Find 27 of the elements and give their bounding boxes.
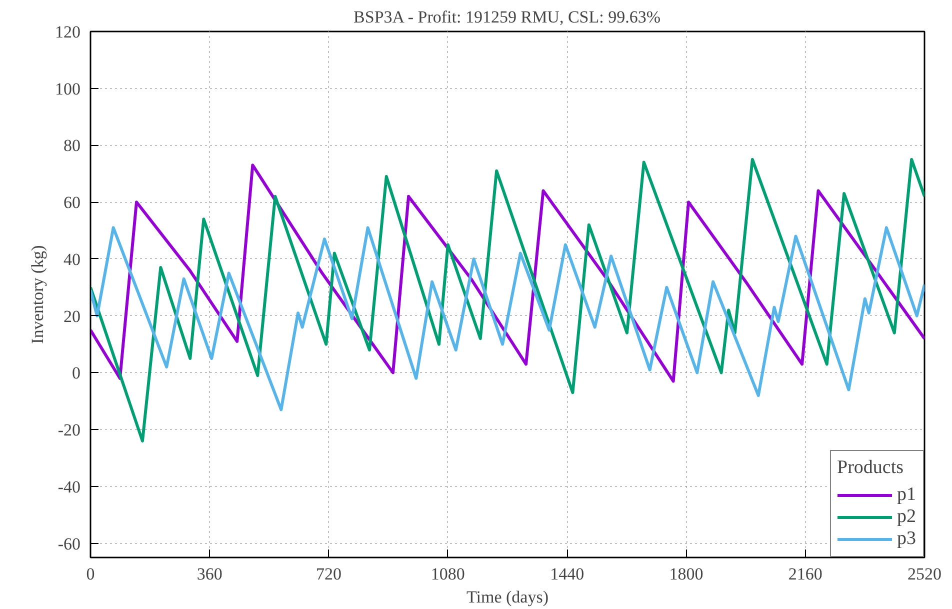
x-tick-label: 2520: [908, 564, 942, 584]
x-tick-label: 2160: [788, 564, 822, 584]
chart-title: BSP3A - Profit: 191259 RMU, CSL: 99.63%: [354, 8, 661, 26]
y-axis-title: Inventory (kg): [28, 245, 47, 344]
y-tick-label: 100: [55, 79, 80, 98]
y-tick-label: 60: [64, 193, 80, 212]
line-series: [90, 158, 924, 442]
legend-label: p3: [897, 528, 917, 550]
x-tick-label: 720: [316, 564, 342, 584]
legend-title: Products: [837, 457, 904, 479]
y-tick-label: 20: [64, 306, 80, 326]
x-tick-label: 360: [196, 564, 222, 584]
x-axis-title: Time (days): [466, 588, 549, 606]
legend-label: p1: [897, 484, 917, 506]
x-tick-label: 1440: [550, 564, 584, 584]
y-tick-label: 40: [64, 250, 80, 269]
y-tick-label: -60: [58, 534, 81, 554]
y-tick-label: -40: [58, 477, 81, 496]
legend-label: p2: [897, 506, 917, 528]
y-tick-label: -20: [58, 420, 81, 440]
y-tick-label: 120: [55, 22, 80, 42]
y-tick-label: 80: [64, 136, 80, 156]
x-tick-label: 0: [86, 564, 95, 584]
y-tick-label: 0: [72, 364, 80, 383]
x-tick-label: 1800: [669, 564, 704, 584]
line-series: [90, 226, 924, 412]
x-tick-label: 1080: [430, 564, 465, 584]
